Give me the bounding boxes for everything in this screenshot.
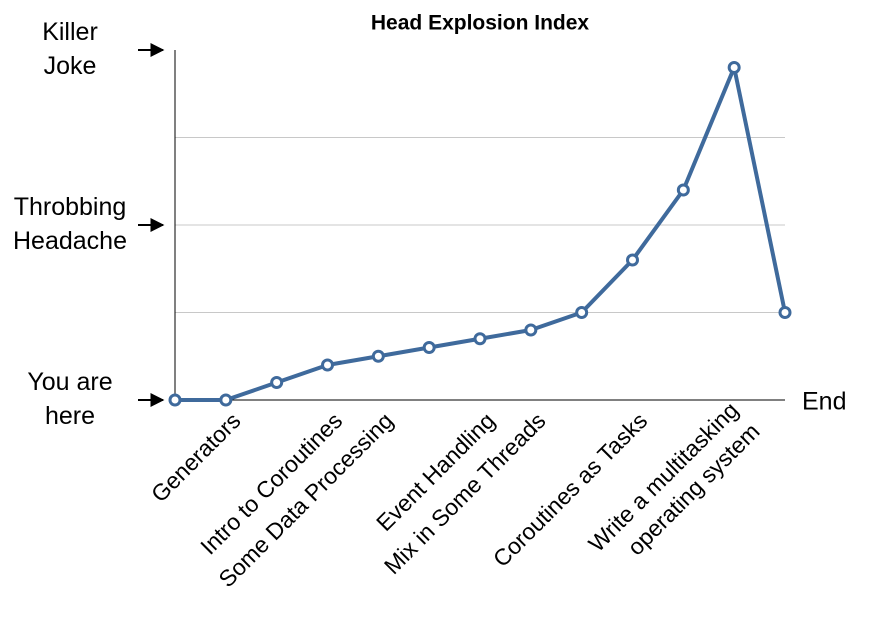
- data-point: [270, 376, 284, 389]
- x-tick-label: Generators: [146, 407, 246, 507]
- data-point: [676, 183, 690, 197]
- data-point: [575, 306, 589, 319]
- data-point: [321, 358, 334, 372]
- y-tick-label: Killer Joke: [42, 18, 98, 80]
- data-point: [168, 393, 182, 407]
- y-tick-label: You are here: [27, 368, 112, 430]
- data-point: [727, 61, 741, 74]
- data-point: [473, 332, 487, 346]
- chart-title: Head Explosion Index: [371, 12, 590, 35]
- data-point: [626, 253, 639, 267]
- data-point: [219, 393, 233, 407]
- data-point: [422, 341, 436, 354]
- x-tick-label: Write a multitaskingoperating system: [583, 397, 764, 578]
- end-annotation: End: [802, 388, 846, 416]
- series-line: [175, 65, 787, 402]
- y-tick-label: Throbbing Headache: [13, 193, 127, 255]
- data-point: [524, 323, 538, 337]
- data-point: [778, 306, 792, 319]
- data-point: [371, 349, 385, 363]
